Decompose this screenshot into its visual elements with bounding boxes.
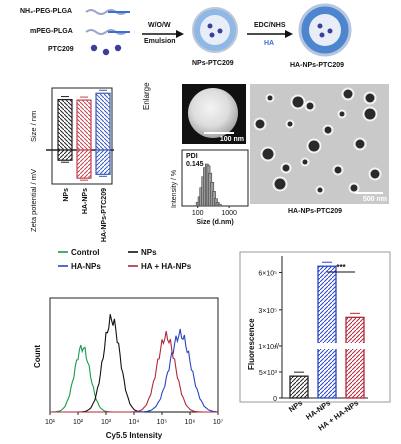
dls-pdi-value: 0.145 (186, 161, 204, 168)
flow-legend-label: NPs (141, 248, 157, 257)
tem-particle (365, 93, 375, 103)
fluor-ytick-label: 0 (273, 396, 277, 403)
tem-particle (267, 95, 273, 101)
zeta-bar (76, 149, 92, 179)
dls-bar (217, 203, 222, 207)
zeta-size-chart: NPs HA-NPs HA-NPs-PTC209 Zeta potential / m… (29, 87, 114, 242)
tem-particle (370, 169, 380, 179)
dls-xlabel: Size (d.nm) (196, 219, 233, 226)
flow-legend-label: HA-NPs (71, 262, 101, 271)
tem-particle (308, 140, 320, 152)
tem-particle (255, 119, 265, 129)
tem-particle (302, 159, 308, 165)
size-bar (57, 98, 73, 151)
dls-pdi-label: PDI (186, 153, 198, 160)
flow-xlabel: Cy5.5 Intensity (106, 431, 163, 440)
dls-xtick-label: 1000 (221, 210, 237, 217)
synthesis-scheme (85, 3, 352, 57)
tem-caption: HA-NPs-PTC209 (288, 208, 343, 215)
fluor-axis-break (312, 343, 372, 349)
flow-frame (49, 297, 219, 413)
fluor-bar (317, 265, 337, 399)
dls-ylabel: Intensity / % (171, 170, 178, 208)
zeta-ylabel: Zeta potential / mV (29, 169, 38, 232)
ptc209-dots-icon (90, 44, 122, 56)
size-bar (76, 99, 92, 151)
fluor-ytick-label: 5×10³ (259, 370, 278, 377)
reagent-label-3: PTC209 (48, 46, 74, 53)
step2-top-label: EDC/NHS (254, 22, 286, 29)
fluor-ytick-label: 1×10⁴ (258, 344, 277, 351)
fluor-panel-border (239, 251, 391, 403)
reagent-label-1: NH₂-PEG-PLGA (20, 8, 73, 15)
reagent-label-2: mPEG-PLGA (30, 28, 73, 35)
size-bar (95, 92, 111, 151)
flow-chart: Control NPs HA-NPs HA + HA-NPs 10¹ 10² 10³ 10⁴ 1… (33, 248, 224, 440)
flow-xtick-label: 10⁵ (157, 419, 168, 426)
step1-top-label: W/O/W (148, 22, 171, 29)
zeta-category-label: NPs (63, 188, 70, 202)
tem-particle (282, 164, 290, 172)
flow-series-line (50, 344, 218, 413)
fluor-bar (289, 375, 309, 399)
flow-xtick-label: 10⁴ (129, 419, 140, 426)
enlarge-scalebar (204, 132, 234, 134)
tem-particle (317, 187, 323, 193)
flow-xtick-label: 10⁷ (213, 419, 224, 426)
tem-particle (343, 89, 353, 99)
flow-legend-label: Control (71, 248, 99, 257)
flow-series-line (50, 314, 218, 413)
tem-particle (324, 126, 332, 134)
tem-particle (355, 139, 365, 149)
np-label: NPs-PTC209 (192, 60, 234, 67)
fluor-category-label: NPs (287, 398, 304, 414)
tem-particle (339, 111, 345, 117)
fluor-ytick-label: 3×10⁵ (258, 308, 277, 315)
dls-xtick-label: 100 (192, 210, 204, 217)
main-scale-text: 500 nm (362, 196, 387, 203)
fluor-ylabel: Fluorescence (247, 318, 256, 370)
fluor-bar (345, 316, 365, 399)
flow-xtick-label: 10³ (101, 419, 112, 426)
np-sphere-icon (192, 7, 238, 53)
flow-legend-label: HA + HA-NPs (141, 262, 192, 271)
tem-particle (292, 96, 304, 108)
step1-bottom-label: Emulsion (144, 38, 176, 45)
fluor-significance-label: *** (336, 263, 346, 272)
tem-particle (262, 148, 274, 160)
flow-xtick-label: 10¹ (45, 419, 56, 426)
tem-particle (364, 108, 376, 120)
zeta-bar (95, 149, 111, 175)
tem-particle (274, 178, 286, 190)
zeta-frame (51, 87, 113, 185)
tem-enlarge-image: 100 nm (182, 84, 246, 144)
tem-particle (287, 121, 293, 127)
fluor-break-mark: // (275, 342, 280, 351)
flow-ylabel: Count (33, 345, 42, 368)
zeta-category-label: HA-NPs-PTC209 (101, 188, 108, 242)
ha-np-label: HA-NPs-PTC209 (290, 62, 345, 69)
tem-main-image: 500 nm (250, 84, 389, 204)
tem-particle (334, 166, 342, 174)
zeta-category-label: HA-NPs (82, 188, 89, 214)
ha-np-sphere-icon (298, 3, 352, 57)
main-scalebar (355, 192, 383, 194)
tem-particle (306, 102, 314, 110)
enlarge-label: Enlarge (142, 82, 151, 110)
zeta-bar (57, 149, 73, 161)
flow-xtick-label: 10⁶ (185, 419, 196, 426)
tem-particle (350, 184, 358, 192)
mpeg-plga-chain-icon (85, 29, 130, 35)
enlarge-scale-text: 100 nm (219, 136, 244, 143)
flow-xtick-label: 10² (73, 419, 84, 426)
nh2-peg-plga-chain-icon (85, 9, 130, 15)
size-ylabel: Size / nm (29, 111, 38, 142)
step2-bottom-label: HA (264, 40, 275, 47)
fluor-ytick-label: 6×10⁵ (258, 270, 277, 277)
